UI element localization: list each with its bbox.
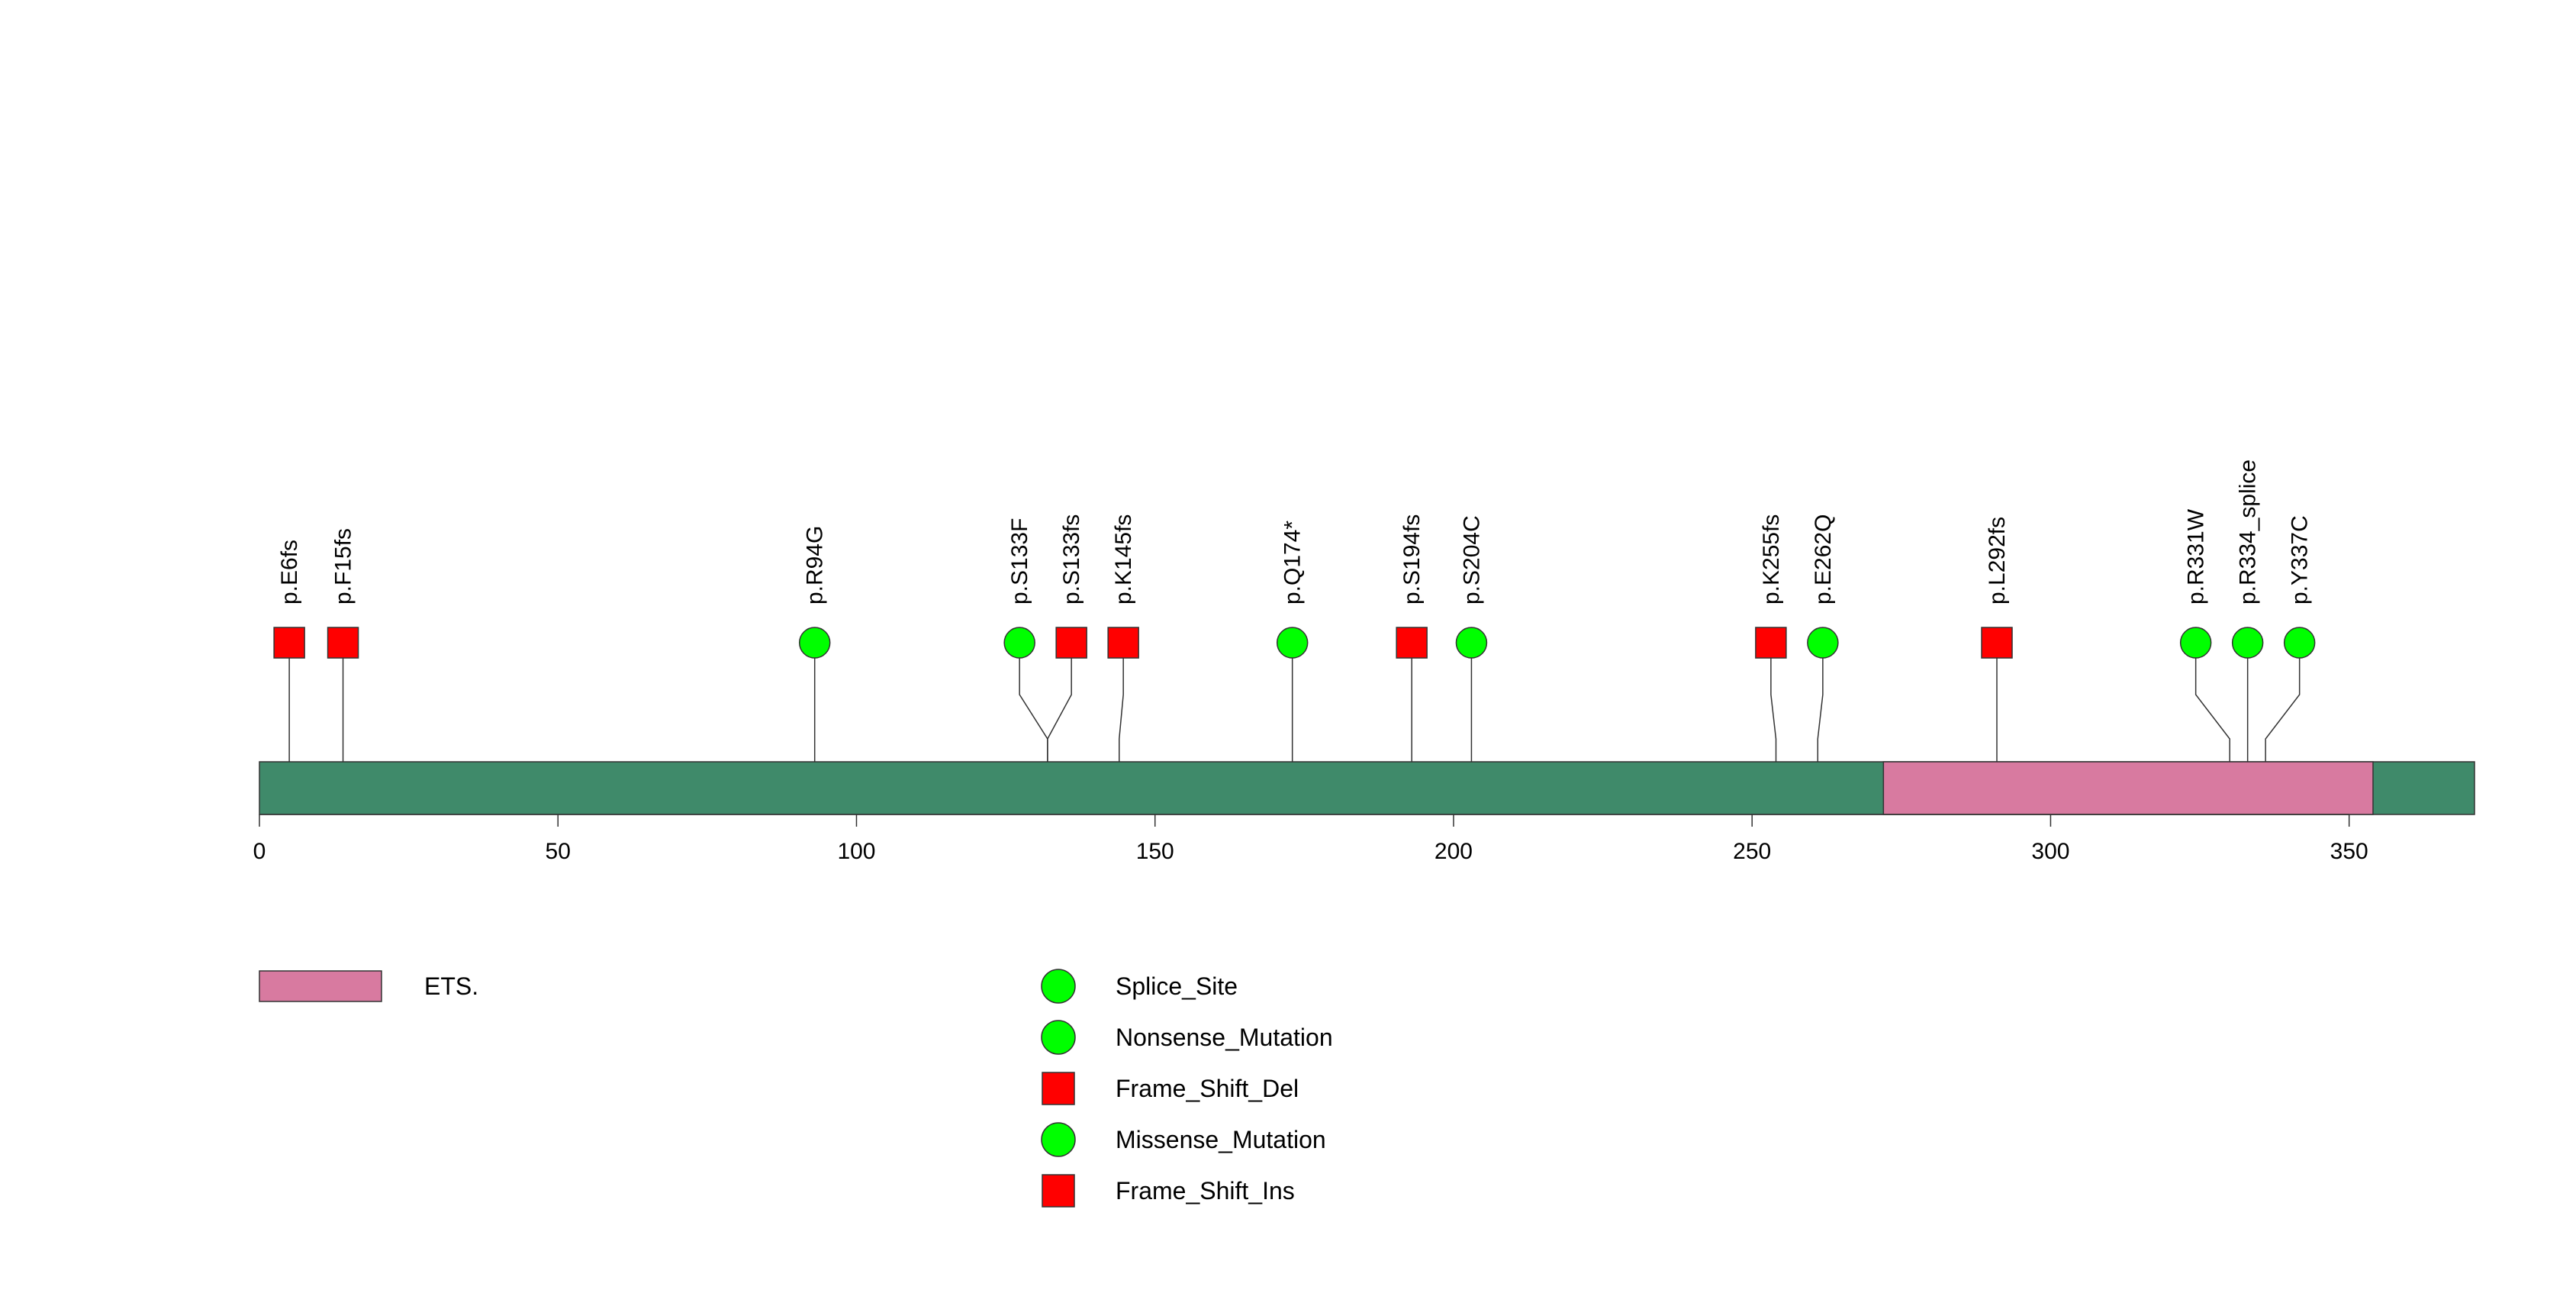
x-tick-label-0: 0: [253, 839, 266, 864]
marker-p-y337c: [2283, 627, 2316, 659]
marker-p-s133f: [1003, 627, 1035, 659]
marker-p-q174-: [1276, 627, 1309, 659]
mutation-label-p-s133f: p.S133F: [1007, 518, 1032, 605]
legend-label-frame-shift-del: Frame_Shift_Del: [1116, 1075, 1299, 1102]
x-tick-label-150: 150: [1136, 839, 1174, 864]
legend-label-nonsense-mutation: Nonsense_Mutation: [1116, 1024, 1333, 1051]
legend-swatch-frame-shift-ins: [1042, 1174, 1075, 1208]
legend-swatch-frame-shift-del: [1042, 1072, 1075, 1105]
legend-label-missense-mutation: Missense_Mutation: [1116, 1126, 1326, 1153]
marker-p-s194fs: [1396, 627, 1428, 659]
marker-p-k255fs: [1755, 627, 1787, 659]
domain-ets: [1882, 761, 2374, 815]
legend-label-splice-site: Splice_Site: [1116, 972, 1238, 1000]
x-tick-label-250: 250: [1733, 839, 1771, 864]
x-tick-label-50: 50: [546, 839, 571, 864]
x-tick-label-300: 300: [2031, 839, 2069, 864]
mutation-markers: [273, 627, 2316, 659]
mutation-label-p-e262q: p.E262Q: [1811, 514, 1836, 605]
mutation-label-p-s204c: p.S204C: [1459, 515, 1484, 605]
marker-p-s133fs: [1055, 627, 1087, 659]
marker-p-r331w: [2179, 627, 2212, 659]
legend: ETS. Splice_Site Nonsense_Mutation Frame_Sh…: [259, 969, 1333, 1208]
marker-p-k145fs: [1107, 627, 1139, 659]
marker-p-r334-splice: [2231, 627, 2264, 659]
mutation-label-p-l292fs: p.L292fs: [1985, 517, 2010, 605]
mutation-label-p-r331w: p.R331W: [2184, 508, 2209, 605]
marker-p-f15fs: [327, 627, 359, 659]
mutation-label-p-f15fs: p.F15fs: [331, 528, 356, 605]
marker-p-s204c: [1455, 627, 1488, 659]
legend-swatch-nonsense-mutation: [1041, 1020, 1076, 1055]
mutation-label-p-q174-: p.Q174*: [1280, 521, 1306, 605]
mutation-label-p-r334-splice: p.R334_splice: [2236, 460, 2261, 605]
x-axis: 0 50 100 150 200 250 300 350: [253, 814, 2368, 864]
x-tick-label-200: 200: [1435, 839, 1473, 864]
legend-domain-label: ETS.: [424, 972, 478, 1000]
mutation-label-p-s133fs: p.S133fs: [1059, 514, 1084, 605]
mutation-label-p-y337c: p.Y337C: [2288, 515, 2313, 605]
mutation-label-p-r94g: p.R94G: [803, 526, 828, 605]
mutation-label-p-e6fs: p.E6fs: [277, 540, 302, 605]
mutation-labels: p.E6fs p.F15fs p.R94G p.S133F p.S133fs p.K145…: [277, 460, 2313, 605]
legend-label-frame-shift-ins: Frame_Shift_Ins: [1116, 1177, 1295, 1205]
x-tick-label-100: 100: [837, 839, 875, 864]
protein-backbone-group: [259, 761, 2475, 815]
marker-p-l292fs: [1981, 627, 2013, 659]
marker-p-e6fs: [273, 627, 305, 659]
x-tick-label-350: 350: [2330, 839, 2368, 864]
marker-p-e262q: [1807, 627, 1839, 659]
legend-domain-swatch: [259, 970, 382, 1002]
mutation-label-p-s194fs: p.S194fs: [1399, 514, 1425, 605]
mutation-label-p-k145fs: p.K145fs: [1111, 514, 1136, 605]
legend-swatch-missense-mutation: [1041, 1122, 1076, 1157]
marker-p-r94g: [798, 627, 831, 659]
legend-swatch-splice-site: [1041, 969, 1076, 1004]
mutation-label-p-k255fs: p.K255fs: [1759, 514, 1784, 605]
